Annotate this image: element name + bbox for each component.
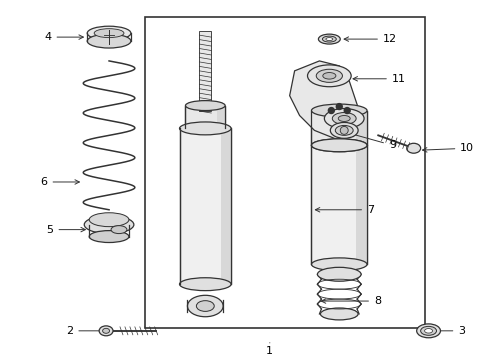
Ellipse shape	[318, 267, 361, 281]
Ellipse shape	[89, 231, 129, 243]
Text: 8: 8	[321, 296, 381, 306]
Polygon shape	[312, 145, 367, 264]
Circle shape	[340, 126, 348, 134]
Ellipse shape	[312, 258, 367, 271]
Polygon shape	[221, 129, 231, 284]
Ellipse shape	[420, 327, 437, 335]
Polygon shape	[185, 105, 225, 129]
Polygon shape	[199, 31, 211, 111]
Ellipse shape	[324, 109, 364, 129]
Circle shape	[328, 108, 334, 113]
Ellipse shape	[323, 72, 336, 79]
Ellipse shape	[316, 69, 343, 82]
Text: 9: 9	[350, 132, 396, 150]
Ellipse shape	[332, 113, 356, 125]
Text: 1: 1	[266, 343, 273, 356]
Ellipse shape	[94, 29, 124, 37]
Text: 6: 6	[41, 177, 79, 187]
Ellipse shape	[179, 122, 231, 135]
Text: 10: 10	[422, 143, 474, 153]
Ellipse shape	[102, 328, 110, 333]
Bar	[146, 18, 425, 328]
Circle shape	[344, 108, 350, 113]
Circle shape	[336, 104, 342, 109]
Ellipse shape	[416, 324, 441, 338]
Text: 2: 2	[66, 326, 109, 336]
Polygon shape	[312, 111, 367, 145]
Ellipse shape	[320, 308, 358, 320]
Text: 12: 12	[344, 34, 397, 44]
Ellipse shape	[407, 143, 420, 153]
Ellipse shape	[185, 100, 225, 111]
Polygon shape	[290, 61, 359, 140]
Polygon shape	[356, 145, 367, 264]
Ellipse shape	[89, 213, 129, 227]
Ellipse shape	[318, 34, 340, 44]
Ellipse shape	[87, 26, 131, 40]
Ellipse shape	[322, 36, 336, 42]
Ellipse shape	[185, 123, 225, 133]
Ellipse shape	[425, 329, 433, 333]
Ellipse shape	[111, 226, 127, 234]
Text: 4: 4	[45, 32, 83, 42]
Polygon shape	[217, 105, 225, 129]
Ellipse shape	[196, 301, 214, 311]
Ellipse shape	[326, 37, 333, 41]
Text: 7: 7	[316, 205, 374, 215]
Ellipse shape	[84, 216, 134, 234]
Ellipse shape	[308, 65, 351, 87]
Text: 3: 3	[420, 326, 466, 336]
Ellipse shape	[179, 278, 231, 291]
Ellipse shape	[312, 139, 367, 152]
Polygon shape	[179, 129, 231, 284]
Polygon shape	[356, 111, 367, 145]
Ellipse shape	[335, 125, 353, 135]
Ellipse shape	[99, 326, 113, 336]
Ellipse shape	[312, 104, 367, 117]
Ellipse shape	[338, 116, 350, 121]
Text: 5: 5	[47, 225, 85, 235]
Ellipse shape	[312, 139, 367, 152]
Ellipse shape	[188, 295, 223, 317]
Ellipse shape	[87, 34, 131, 48]
Ellipse shape	[330, 122, 358, 138]
Text: 11: 11	[353, 74, 406, 84]
